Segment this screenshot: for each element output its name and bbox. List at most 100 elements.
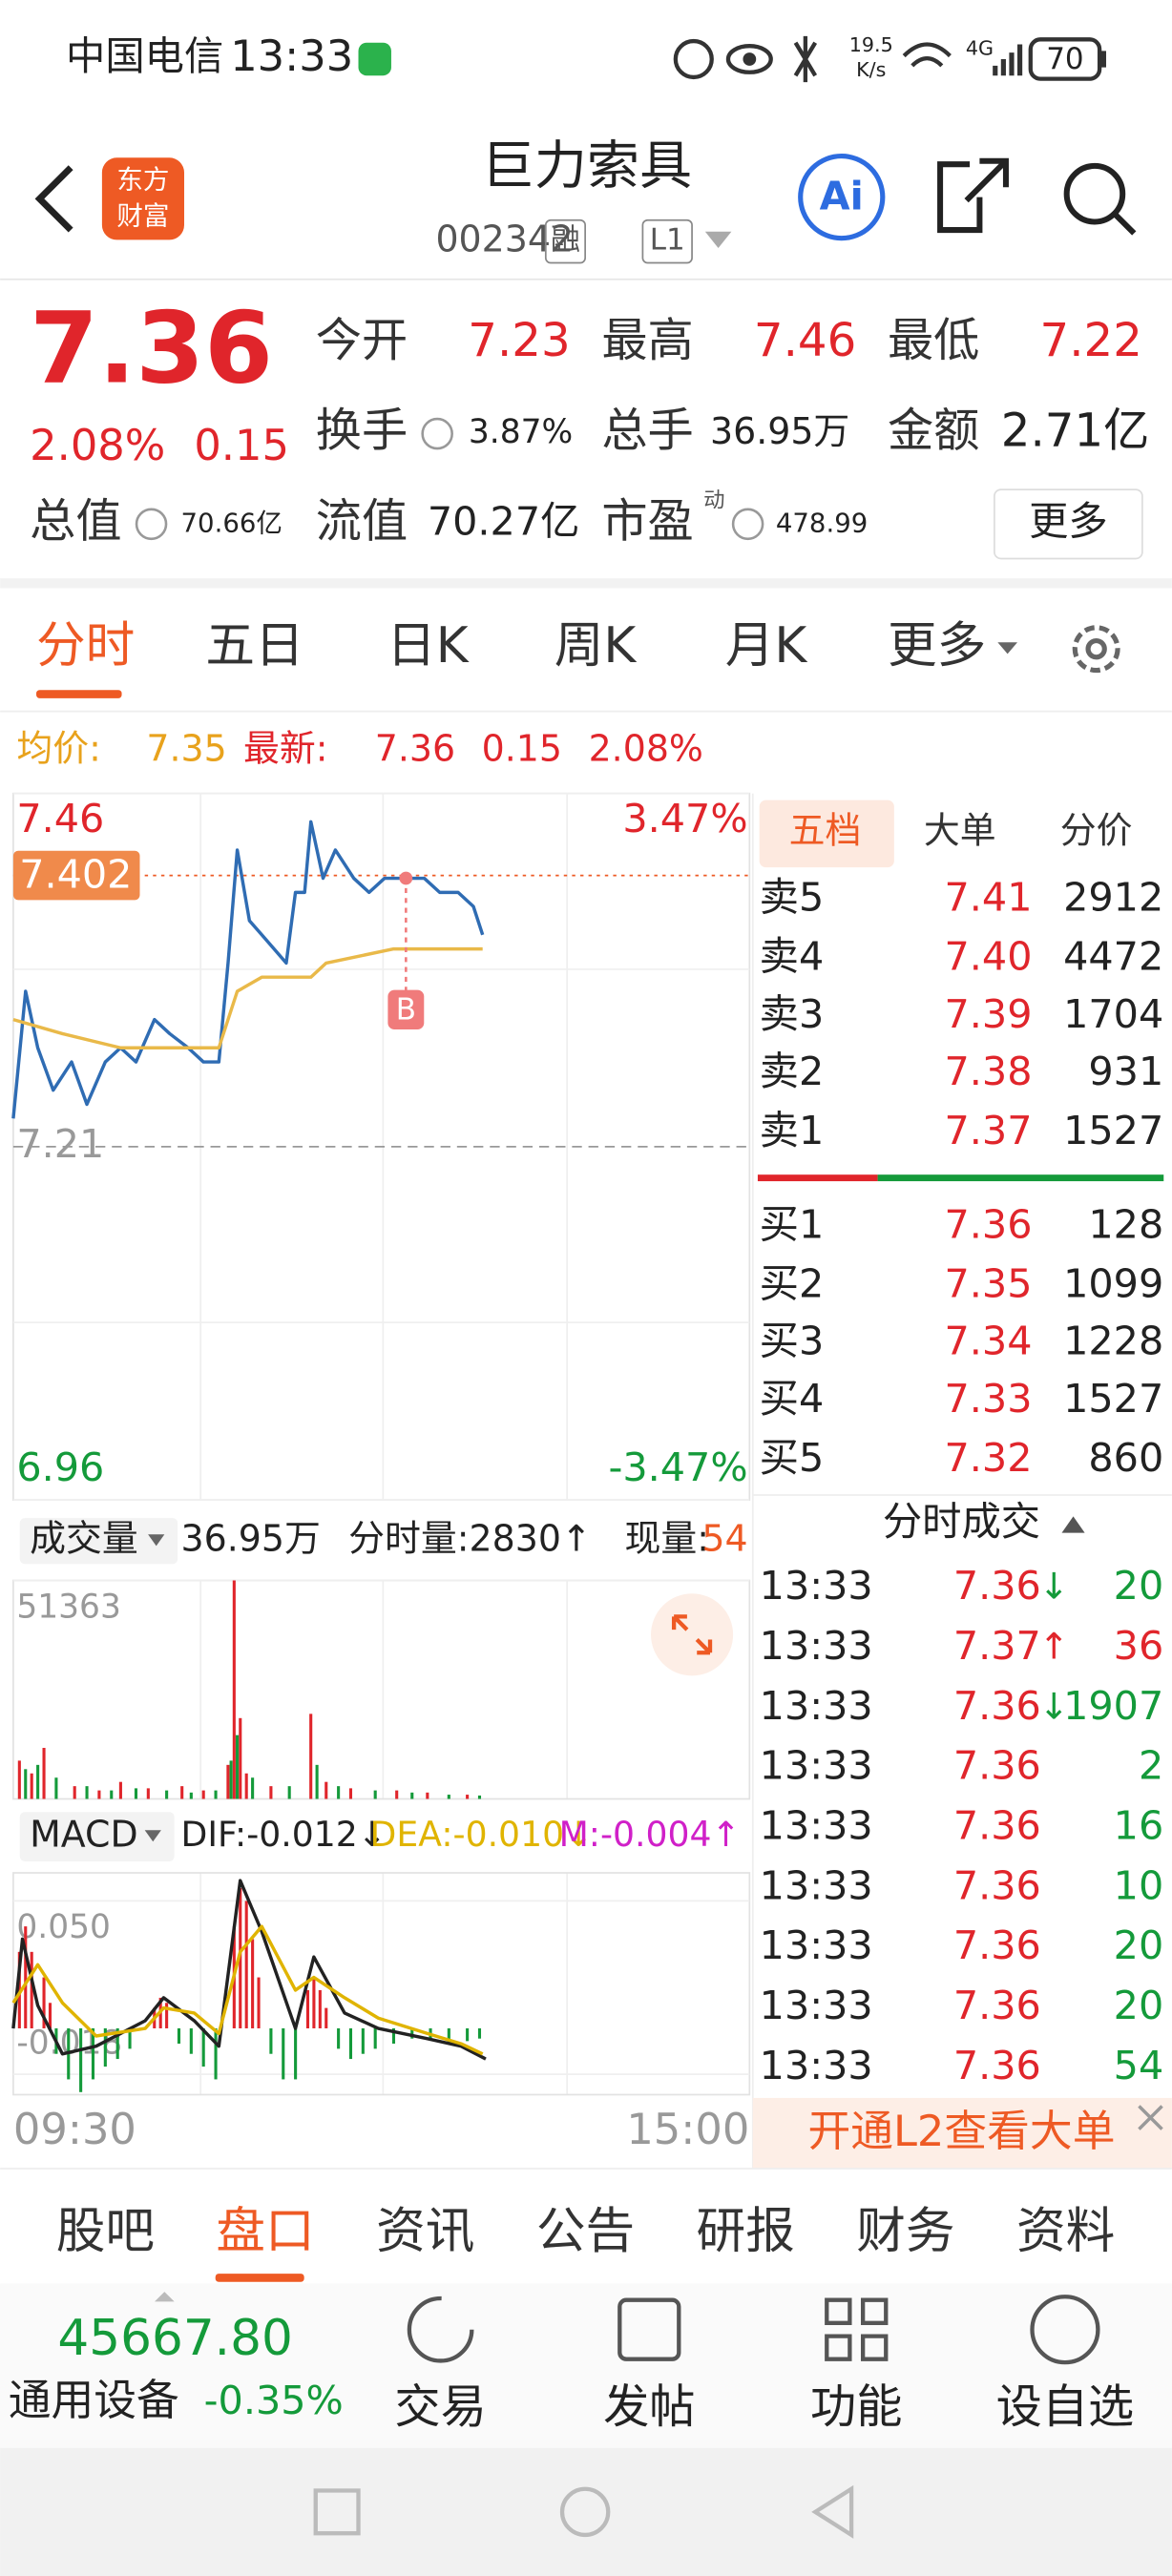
stat-label: 总值 xyxy=(30,494,121,548)
trade-price: 7.36 xyxy=(953,1983,1041,2028)
y-tick-label: 7.46 xyxy=(16,796,104,841)
indicator-selector[interactable] xyxy=(19,1812,175,1861)
indicator-selector[interactable] xyxy=(19,1518,178,1565)
bar xyxy=(30,1773,33,1799)
bottom-tab[interactable]: 股吧 xyxy=(56,2203,155,2260)
action-label[interactable]: 交易 xyxy=(394,2380,486,2434)
chart-tab[interactable]: 五日 xyxy=(205,617,303,675)
net-speed: 19.5 xyxy=(849,33,893,56)
close-banner[interactable] xyxy=(1138,2105,1163,2130)
action-label[interactable]: 功能 xyxy=(810,2380,902,2434)
chart-tab[interactable]: 分时 xyxy=(36,617,135,675)
bar xyxy=(91,2028,95,2080)
y2-tick-label: -3.47% xyxy=(608,1444,747,1490)
signal-icon xyxy=(993,44,1023,76)
ai-button[interactable] xyxy=(798,154,886,241)
ask-ratio xyxy=(877,1174,1164,1182)
bar xyxy=(324,1781,328,1799)
search-button[interactable] xyxy=(1063,162,1126,225)
bar xyxy=(17,1951,21,2029)
book-price: 7.40 xyxy=(945,934,1033,980)
book-tab[interactable]: 大单 xyxy=(924,810,996,852)
series-line xyxy=(12,946,483,1049)
expand-arrow[interactable] xyxy=(154,2292,175,2302)
bottom-tab[interactable]: 资料 xyxy=(1016,2203,1115,2260)
bar xyxy=(239,1888,242,2029)
book-volume: 1099 xyxy=(1063,1260,1163,1306)
bar xyxy=(257,1977,261,2029)
logo-text: 东方 xyxy=(116,164,169,195)
book-label: 卖1 xyxy=(760,1108,825,1153)
l2-banner[interactable] xyxy=(752,2097,1172,2169)
back-button[interactable] xyxy=(34,165,73,233)
x-tick-label: 15:00 xyxy=(626,2104,749,2154)
marker-label: B xyxy=(396,993,416,1028)
series-line xyxy=(11,1879,487,2061)
bar xyxy=(103,2028,107,2067)
trade-time: 13:33 xyxy=(760,1683,873,1729)
index-value: 45667.80 xyxy=(57,2310,292,2367)
y2-tick-label: 3.47% xyxy=(622,796,747,841)
recent-apps[interactable] xyxy=(313,2488,361,2536)
change: 0.15 xyxy=(482,727,562,769)
wechat-icon xyxy=(358,42,391,76)
bar xyxy=(348,2028,353,2060)
bottom-tab[interactable]: 盘口 xyxy=(216,2203,314,2260)
more-button[interactable] xyxy=(994,488,1143,560)
y-tick-label: 7.21 xyxy=(16,1121,104,1167)
chart-tab[interactable]: 周K xyxy=(555,617,638,675)
bottom-tab[interactable]: 公告 xyxy=(536,2203,635,2260)
bottom-tab[interactable]: 研报 xyxy=(697,2203,795,2260)
marker-dot xyxy=(399,871,413,885)
book-tab[interactable]: 五档 xyxy=(789,810,862,852)
bottom-tab[interactable]: 资讯 xyxy=(376,2203,474,2260)
trade-volume: 20 xyxy=(1114,1922,1164,1968)
dropdown-arrow xyxy=(148,1534,165,1547)
bar xyxy=(447,2028,450,2045)
logo xyxy=(101,157,184,240)
trade-time: 13:33 xyxy=(760,1803,873,1849)
bar xyxy=(17,1760,21,1799)
trade-price: 7.36 xyxy=(953,2043,1041,2088)
trade-volume: 54 xyxy=(1114,2043,1164,2088)
bar xyxy=(226,1764,230,1799)
info-icon xyxy=(731,508,764,541)
bar xyxy=(373,1790,377,1799)
bottom-tab[interactable]: 财务 xyxy=(856,2203,954,2260)
dropdown-arrow[interactable] xyxy=(704,231,732,249)
bar xyxy=(201,2028,205,2067)
stat-value: 70.66亿 xyxy=(181,508,283,538)
ref-label: 7.402 xyxy=(19,851,132,897)
bar xyxy=(214,2028,218,2080)
trades-title: 分时成交 xyxy=(883,1499,1040,1545)
chart-tab[interactable]: 日K xyxy=(387,617,470,675)
bar xyxy=(165,1790,169,1799)
stat-sup: 动 xyxy=(703,488,724,513)
last-label: 最新: xyxy=(243,727,328,769)
trade-time: 13:33 xyxy=(760,2043,873,2088)
bar xyxy=(24,1769,28,1799)
indicator-value: M:-0.004↑ xyxy=(559,1814,741,1855)
action-label[interactable]: 发帖 xyxy=(603,2380,695,2434)
bar xyxy=(97,1790,101,1799)
book-tab[interactable]: 分价 xyxy=(1060,810,1133,852)
action-label[interactable]: 设自选 xyxy=(996,2380,1135,2434)
back[interactable] xyxy=(811,2484,854,2539)
avg-label: 均价: xyxy=(16,727,101,769)
bid-ratio xyxy=(757,1174,878,1182)
bar xyxy=(42,1748,46,1799)
book-price: 7.36 xyxy=(945,1201,1033,1247)
chart-tab[interactable]: 月K xyxy=(725,617,808,675)
share-button[interactable] xyxy=(937,157,1009,234)
expand-button[interactable] xyxy=(651,1593,734,1676)
chart-tab[interactable]: 更多 xyxy=(888,617,986,675)
home[interactable] xyxy=(559,2486,611,2538)
stock-name: 巨力索具 xyxy=(482,135,692,196)
bar xyxy=(477,2028,482,2039)
sort-arrow[interactable] xyxy=(1061,1516,1085,1533)
bar xyxy=(309,1714,313,1799)
stat-label: 市盈 xyxy=(601,494,693,548)
book-volume: 1527 xyxy=(1063,1108,1163,1153)
settings-button[interactable] xyxy=(1072,625,1120,674)
